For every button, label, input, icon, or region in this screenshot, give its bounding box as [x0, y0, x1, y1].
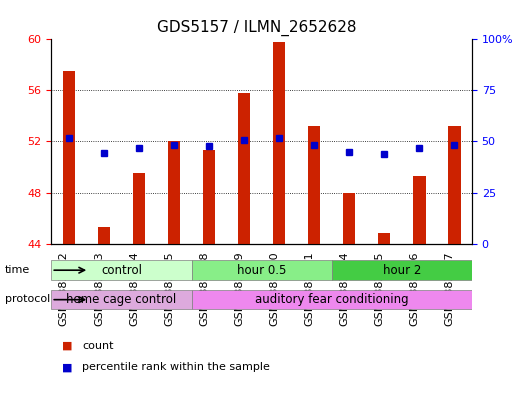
Text: auditory fear conditioning: auditory fear conditioning — [255, 293, 408, 306]
Bar — [98, 227, 110, 244]
Text: ■: ■ — [62, 341, 72, 351]
Bar — [448, 126, 461, 244]
Bar — [203, 151, 215, 244]
Bar — [378, 233, 390, 244]
FancyBboxPatch shape — [332, 261, 472, 280]
Bar — [413, 176, 425, 244]
Text: control: control — [101, 264, 142, 277]
FancyBboxPatch shape — [51, 290, 191, 309]
FancyBboxPatch shape — [51, 261, 191, 280]
Text: percentile rank within the sample: percentile rank within the sample — [82, 362, 270, 373]
Text: ■: ■ — [62, 362, 72, 373]
Bar — [343, 193, 356, 244]
FancyBboxPatch shape — [191, 290, 472, 309]
Bar — [308, 126, 320, 244]
Text: protocol: protocol — [5, 294, 50, 305]
Text: hour 2: hour 2 — [383, 264, 421, 277]
Text: home cage control: home cage control — [66, 293, 176, 306]
Text: count: count — [82, 341, 113, 351]
FancyBboxPatch shape — [191, 261, 332, 280]
Text: hour 0.5: hour 0.5 — [237, 264, 286, 277]
Bar — [273, 42, 285, 244]
Bar — [168, 141, 180, 244]
Bar — [238, 93, 250, 244]
Bar — [133, 173, 145, 244]
Text: time: time — [5, 265, 30, 275]
Text: GDS5157 / ILMN_2652628: GDS5157 / ILMN_2652628 — [157, 19, 356, 36]
Bar — [63, 71, 75, 244]
